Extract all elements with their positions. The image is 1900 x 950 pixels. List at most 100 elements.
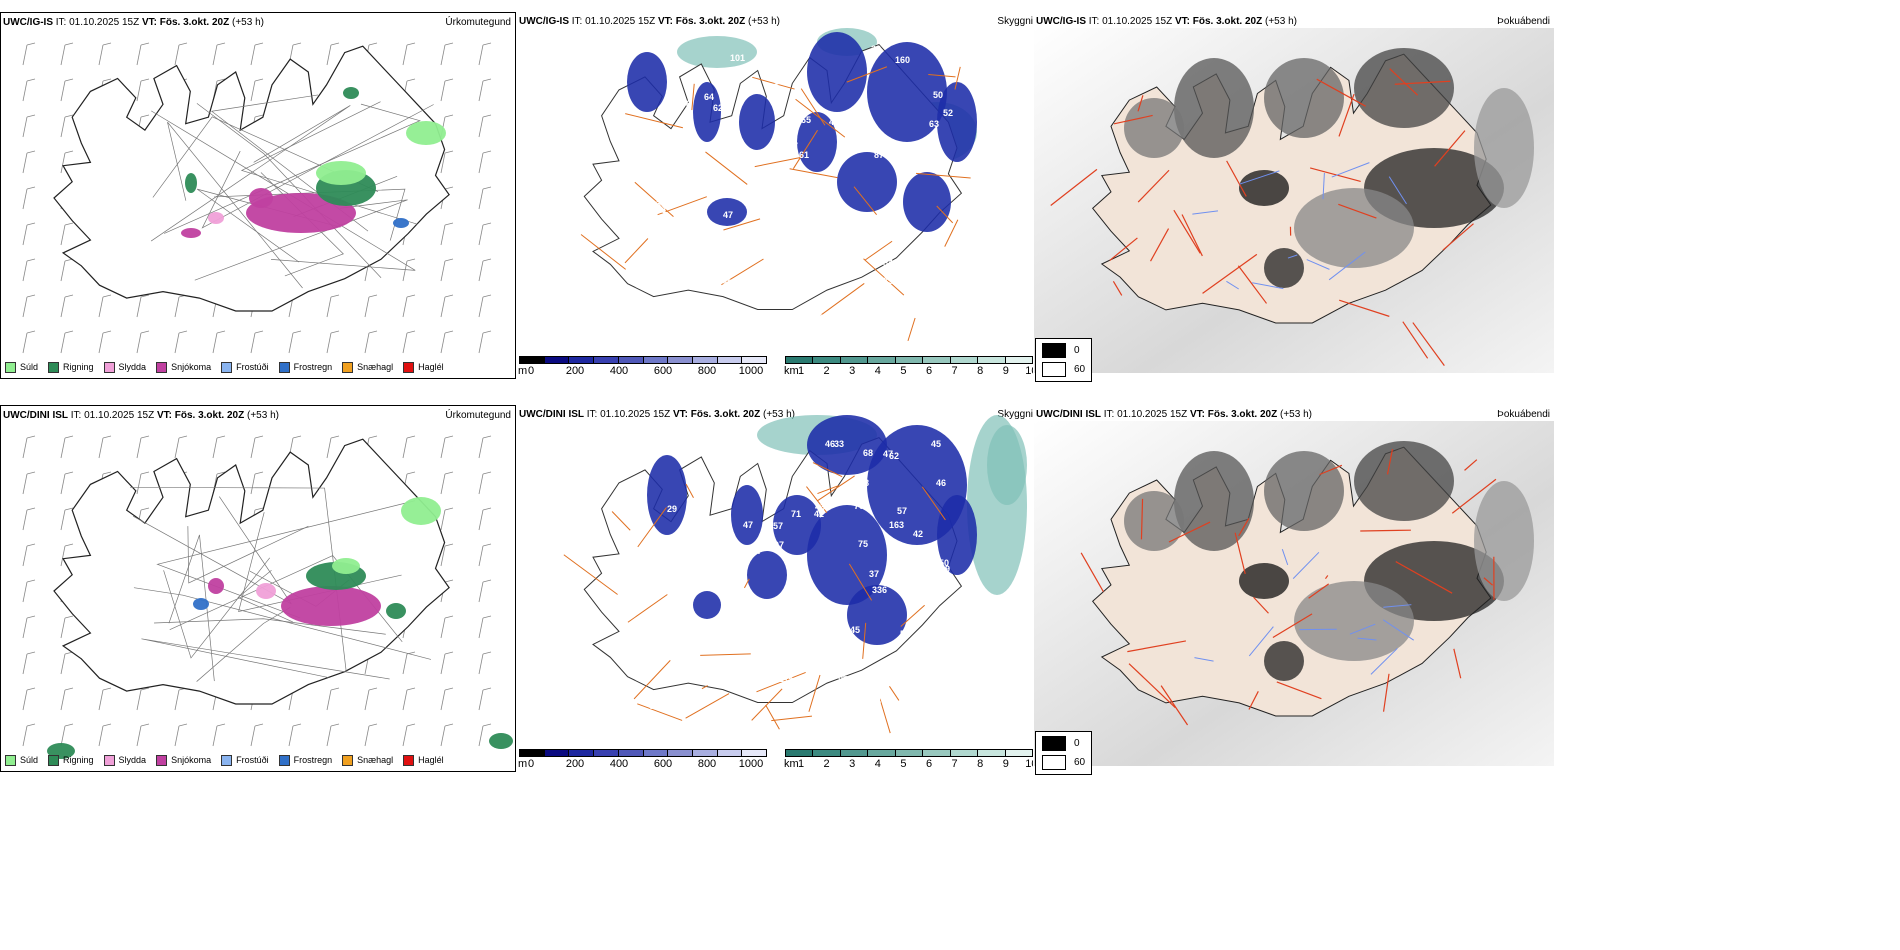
- wind-barb: [478, 330, 492, 354]
- cloud-base-value: 42: [913, 529, 923, 539]
- cloud-base-value: 45: [931, 439, 941, 449]
- fog-indicator-panel: UWC/DINI ISL IT: 01.10.2025 15Z VT: Fös.…: [1034, 405, 1554, 775]
- river-line: [1239, 170, 1280, 185]
- wind-barb: [326, 687, 340, 711]
- cloud-base-value: 412: [676, 243, 691, 253]
- cloud-base-value: 60: [665, 280, 675, 290]
- legend-item: Snæhagl: [342, 754, 393, 766]
- road-line: [752, 76, 795, 90]
- cloud-base-value: 54: [883, 258, 893, 268]
- cloud-base-value: 51: [898, 562, 908, 572]
- visibility-colorbar-bar: [785, 749, 1033, 757]
- precip-area: [208, 212, 224, 224]
- height-tick-label: 0: [527, 365, 535, 377]
- low-cloud-area: [937, 82, 977, 162]
- low-cloud-area: [807, 415, 887, 475]
- low-cloud-area: [739, 94, 775, 150]
- road-line: [879, 698, 891, 734]
- road-line: [1109, 237, 1138, 261]
- cloud-base-value: 65: [844, 497, 854, 507]
- low-cloud-area: [807, 32, 867, 112]
- road-line: [1464, 459, 1478, 471]
- cloud-base-value: 470: [891, 551, 906, 561]
- wind-barb: [250, 435, 264, 459]
- cloud-base-value: 38: [658, 535, 668, 545]
- cloud-base-value: 43: [815, 502, 825, 512]
- legend-item: Frostregn: [278, 754, 333, 766]
- road-line: [1160, 685, 1189, 726]
- cloud-base-value: 51: [768, 625, 778, 635]
- wind-barb: [60, 543, 74, 567]
- panel-title: UWC/IG-IS IT: 01.10.2025 15Z VT: Fös. 3.…: [1036, 16, 1297, 27]
- road-line: [754, 156, 802, 168]
- legend-label: Frostúði: [236, 362, 269, 372]
- fog-area: [1264, 451, 1344, 531]
- wind-barb: [136, 723, 150, 747]
- precip-area: [193, 598, 209, 610]
- legend-swatch: [403, 754, 415, 766]
- wind-barb: [22, 543, 36, 567]
- road-line: [1442, 223, 1474, 251]
- precip-area: [249, 188, 273, 208]
- river-line: [1192, 210, 1219, 215]
- cloud-base-value: 68: [681, 99, 691, 109]
- cloud-base-value: 60: [934, 285, 944, 295]
- wind-barb: [22, 186, 36, 210]
- wind-barb: [250, 471, 264, 495]
- visibility-unit: km: [784, 758, 799, 770]
- fog-area: [1264, 641, 1304, 681]
- wind-barb: [326, 42, 340, 66]
- fog-legend: 0 60: [1035, 338, 1093, 382]
- height-tick-label: 0: [527, 758, 535, 770]
- visibility-tick-label: 4: [874, 758, 881, 770]
- cloud-base-value: 50: [939, 558, 949, 568]
- height-colorbar-bar: [519, 356, 767, 364]
- fog-panel-label: Þokuábendi: [1497, 409, 1550, 420]
- wind-barb: [478, 258, 492, 282]
- road-line: [1248, 691, 1259, 710]
- cloud-base-value: 71: [791, 509, 801, 519]
- fog-area: [1124, 98, 1184, 158]
- road-line: [853, 186, 877, 216]
- cloud-base-value: 40: [710, 445, 720, 455]
- wind-barb: [440, 543, 454, 567]
- low-cloud-area: [937, 495, 977, 575]
- cloud-base-value: 29: [667, 504, 677, 514]
- wind-barb: [326, 294, 340, 318]
- visibility-tick-label: 10: [1025, 758, 1033, 770]
- legend-label: Súld: [20, 362, 39, 372]
- wind-barb: [440, 222, 454, 246]
- road-line: [187, 525, 309, 584]
- road-line: [1137, 95, 1144, 112]
- cloud-base-value: 54: [819, 205, 829, 215]
- legend-item: Frostregn: [278, 361, 333, 373]
- wind-barb: [478, 471, 492, 495]
- wind-barb: [22, 687, 36, 711]
- road-line: [141, 638, 390, 680]
- panel-title: UWC/IG-IS IT: 01.10.2025 15Z VT: Fös. 3.…: [519, 16, 780, 27]
- cloud-base-value: 187: [708, 234, 723, 244]
- precip-panel-label: Úrkomutegund: [445, 17, 511, 28]
- precip-area: [401, 497, 441, 525]
- legend-label: Frostregn: [293, 362, 333, 372]
- river-line: [1370, 647, 1398, 675]
- cloud-base-value: 53: [962, 310, 972, 320]
- wind-barb: [22, 150, 36, 174]
- wind-barb: [60, 330, 74, 354]
- road-line: [1338, 203, 1377, 219]
- cloud-base-value: 39: [871, 44, 881, 54]
- road-line: [1360, 529, 1411, 532]
- cloud-visibility-panel: UWC/IG-IS IT: 01.10.2025 15Z VT: Fös. 3.…: [517, 12, 1033, 382]
- cloud-base-value: 198: [907, 653, 922, 663]
- cloud-base-value: 41: [657, 205, 667, 215]
- wind-barb: [174, 723, 188, 747]
- cloud-base-value: 51: [900, 629, 910, 639]
- legend-label: Frostregn: [293, 755, 333, 765]
- road-line: [1412, 322, 1445, 366]
- wind-barb: [402, 687, 416, 711]
- wind-barb: [22, 78, 36, 102]
- precip-area: [386, 603, 406, 619]
- legend-swatch: [5, 754, 16, 766]
- road-line: [944, 219, 959, 247]
- road-line: [1394, 80, 1451, 85]
